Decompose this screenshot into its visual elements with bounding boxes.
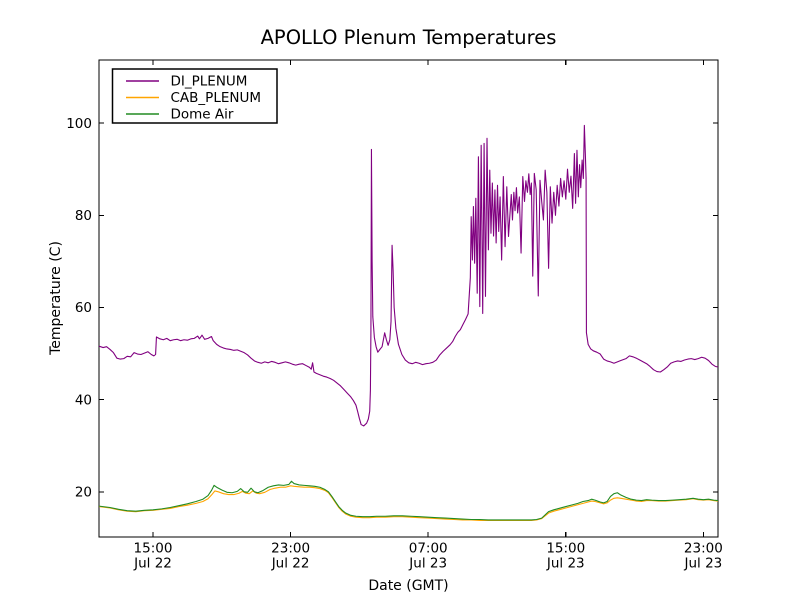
y-tick-label: 80 xyxy=(75,208,92,224)
chart-title: APOLLO Plenum Temperatures xyxy=(261,26,557,49)
y-axis-label: Temperature (C) xyxy=(48,241,64,356)
legend-label: DI_PLENUM xyxy=(171,74,248,90)
legend-label: Dome Air xyxy=(171,107,234,123)
x-tick-label-date: Jul 22 xyxy=(271,556,310,572)
series-layer xyxy=(99,124,718,521)
x-tick-label-time: 15:00 xyxy=(134,541,173,557)
x-tick-label-time: 07:00 xyxy=(409,541,448,557)
legend-label: CAB_PLENUM xyxy=(171,90,262,106)
x-tick-label-date: Jul 23 xyxy=(683,556,722,572)
y-tick-label: 100 xyxy=(66,116,92,132)
y-tick-label: 20 xyxy=(75,485,92,501)
x-tick-label-date: Jul 22 xyxy=(133,556,172,572)
y-tick-label: 40 xyxy=(75,392,92,408)
x-tick-label-date: Jul 23 xyxy=(408,556,447,572)
series-line-CAB_PLENUM xyxy=(99,485,718,521)
x-tick-label-time: 23:00 xyxy=(271,541,310,557)
plot-border xyxy=(98,59,719,538)
series-line-Dome-Air xyxy=(99,480,718,521)
y-tick-label: 60 xyxy=(75,300,92,316)
x-axis-label: Date (GMT) xyxy=(368,578,448,594)
x-tick-label-time: 15:00 xyxy=(546,541,585,557)
series-line-DI_PLENUM xyxy=(99,124,718,427)
x-tick-label-time: 23:00 xyxy=(684,541,723,557)
x-tick-label-date: Jul 23 xyxy=(546,556,585,572)
